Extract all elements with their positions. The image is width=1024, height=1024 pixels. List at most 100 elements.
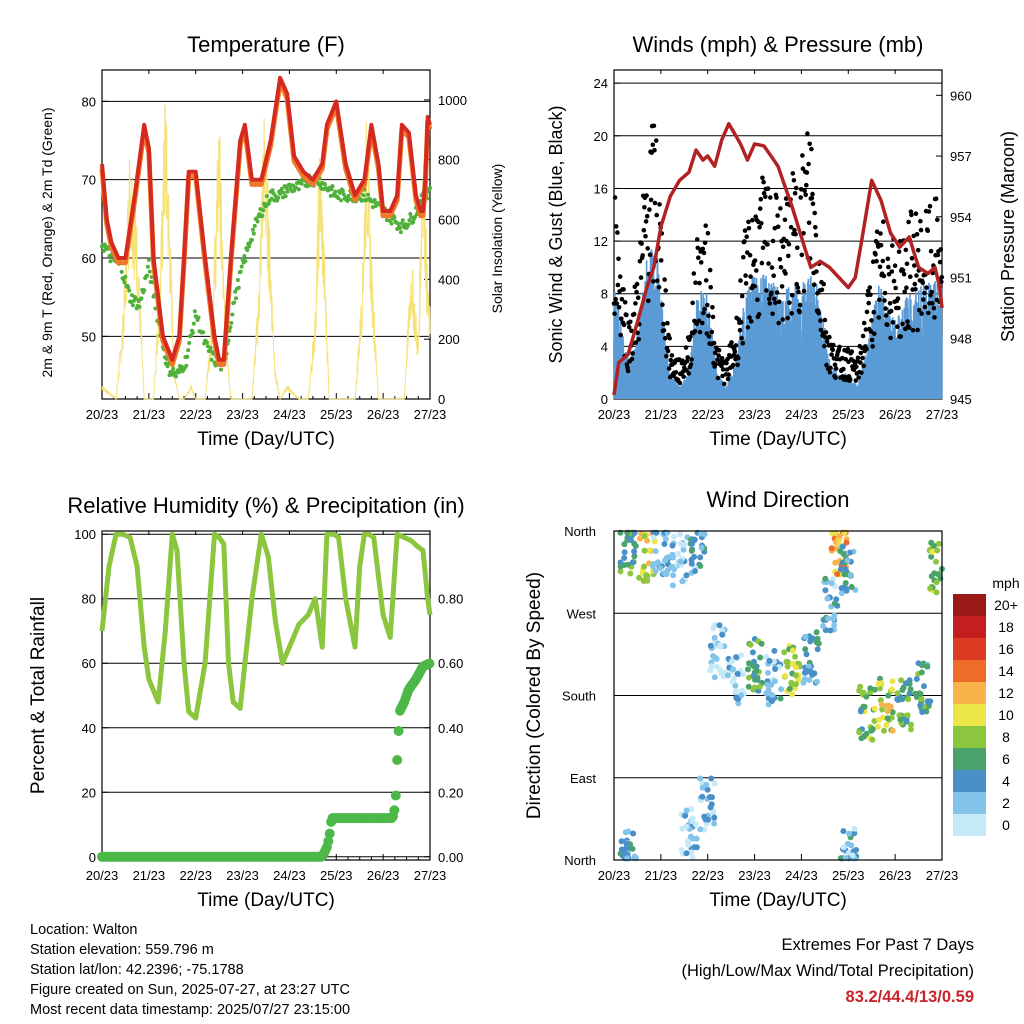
- gust-point: [615, 230, 620, 235]
- extremes-title: Extremes For Past 7 Days: [781, 936, 974, 954]
- y-tick-label: 20: [82, 785, 96, 800]
- direction-point: [629, 559, 636, 566]
- direction-point: [621, 541, 628, 548]
- gust-point: [915, 247, 921, 253]
- gust-point: [849, 349, 855, 354]
- dewpoint-point: [196, 315, 201, 320]
- y-right-tick-label: 800: [438, 153, 460, 168]
- gust-point: [719, 363, 724, 369]
- gust-point: [765, 186, 771, 191]
- direction-point: [789, 691, 796, 698]
- direction-point: [688, 806, 695, 813]
- gust-point: [792, 191, 798, 196]
- gust-point: [613, 224, 619, 229]
- extremes-subtitle: (High/Low/Max Wind/Total Precipitation): [681, 962, 974, 980]
- gust-point: [864, 346, 869, 352]
- direction-point: [688, 556, 695, 563]
- gust-point: [847, 377, 853, 382]
- dewpoint-point: [208, 346, 213, 350]
- direction-point: [657, 564, 664, 571]
- gust-point: [697, 329, 703, 335]
- gust-point: [895, 296, 901, 301]
- gust-point: [654, 212, 659, 218]
- dewpoint-point: [279, 186, 284, 191]
- gust-point: [621, 287, 626, 292]
- colorbar-swatch: [953, 814, 986, 836]
- gust-point: [898, 334, 904, 339]
- direction-point: [623, 840, 630, 847]
- gust-point: [937, 259, 943, 265]
- dewpoint-point: [252, 223, 257, 228]
- gust-point: [868, 329, 874, 334]
- direction-point: [878, 701, 885, 708]
- direction-point: [643, 572, 650, 578]
- gust-point: [750, 217, 755, 223]
- gust-point: [813, 225, 818, 230]
- gust-point: [786, 241, 792, 247]
- gust-point: [737, 327, 743, 333]
- direction-point: [771, 658, 778, 665]
- gust-point: [642, 205, 647, 210]
- gust-point: [710, 305, 715, 310]
- y-tick-label: 16: [594, 181, 608, 196]
- dewpoint-point: [186, 348, 191, 353]
- direction-point: [789, 647, 796, 654]
- gust-point: [629, 328, 634, 334]
- precip-series: [97, 658, 435, 862]
- gust-point: [710, 314, 716, 320]
- direction-point: [692, 568, 698, 575]
- gust-point: [685, 355, 690, 360]
- direction-point: [792, 672, 799, 679]
- direction-point: [778, 686, 785, 693]
- gust-point: [787, 300, 792, 306]
- dewpoint-point: [190, 330, 195, 335]
- dewpoint-point: [276, 195, 281, 200]
- direction-point: [928, 553, 935, 560]
- y-tick-label: West: [567, 606, 597, 621]
- gust-point: [861, 363, 866, 369]
- gust-point: [655, 278, 660, 284]
- direction-point: [711, 634, 718, 641]
- direction-point: [919, 709, 926, 715]
- gust-point: [663, 288, 668, 293]
- dewpoint-point: [230, 312, 235, 317]
- direction-point: [849, 852, 856, 859]
- gust-point: [747, 315, 752, 320]
- direction-point: [745, 683, 752, 690]
- gust-point: [628, 319, 633, 325]
- y-right-tick-label: 948: [950, 331, 972, 346]
- x-tick-label: 21/23: [133, 868, 166, 883]
- gust-point: [660, 302, 665, 308]
- gust-point: [648, 197, 654, 203]
- direction-point: [769, 698, 775, 704]
- gust-point: [618, 332, 623, 338]
- direction-point: [724, 672, 731, 679]
- recent-data-text: Most recent data timestamp: 2025/07/27 2…: [30, 1002, 351, 1018]
- direction-point: [935, 571, 942, 578]
- gust-point: [748, 319, 754, 324]
- direction-point: [840, 844, 847, 851]
- direction-point: [814, 678, 820, 685]
- gust-point: [619, 316, 624, 322]
- dewpoint-point: [411, 219, 416, 224]
- direction-point: [689, 815, 696, 822]
- gust-point: [918, 218, 923, 224]
- gust-point: [683, 345, 689, 350]
- gust-point: [652, 147, 657, 153]
- gust-point: [754, 268, 759, 273]
- dewpoint-point: [232, 300, 237, 305]
- direction-point: [784, 663, 791, 670]
- gust-point: [793, 231, 798, 237]
- direction-point: [929, 548, 936, 555]
- gust-point: [771, 273, 776, 279]
- gust-point: [715, 375, 721, 381]
- dewpoint-point: [294, 185, 298, 190]
- created-text: Figure created on Sun, 2025-07-27, at 23…: [30, 982, 350, 998]
- direction-point: [688, 547, 695, 554]
- y-tick-label: 0: [89, 850, 96, 865]
- y-right-tick-label: 0.20: [438, 785, 463, 800]
- direction-point: [876, 716, 883, 723]
- direction-point: [734, 670, 741, 677]
- gust-point: [791, 178, 797, 183]
- gust-point: [638, 275, 644, 280]
